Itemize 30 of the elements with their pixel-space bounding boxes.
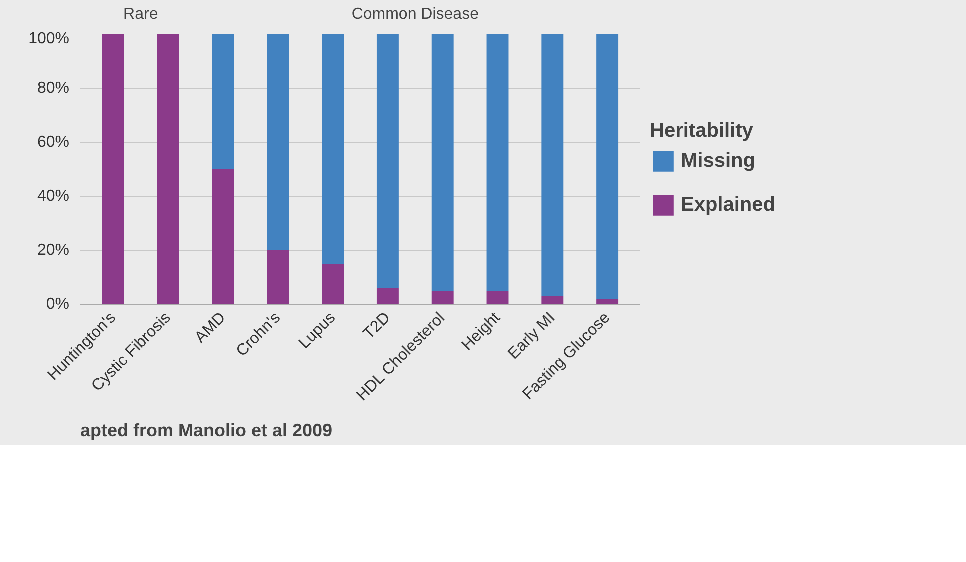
bar — [542, 34, 564, 296]
legend-title: Heritability — [650, 120, 754, 143]
bar — [157, 34, 180, 304]
y-tick-label: 60% — [37, 134, 70, 151]
bar — [322, 264, 344, 304]
y-tick-label: 20% — [37, 242, 70, 259]
bar — [486, 34, 509, 291]
legend-label: Missing — [681, 150, 756, 172]
bar — [212, 34, 234, 170]
bar — [212, 170, 234, 304]
bar — [596, 34, 619, 300]
bar — [432, 34, 454, 291]
bar — [376, 288, 399, 304]
bar — [596, 299, 619, 304]
bar — [267, 250, 290, 304]
text: Common Disease — [352, 6, 480, 23]
bar — [432, 291, 454, 304]
bar — [486, 291, 509, 304]
y-tick-label: 80% — [37, 80, 70, 97]
bar — [542, 296, 564, 304]
text: Rare — [124, 6, 158, 23]
bar — [102, 34, 124, 304]
y-tick-label: 0% — [46, 296, 70, 313]
bar — [267, 34, 290, 250]
y-tick-label: 40% — [37, 188, 70, 205]
bar — [322, 34, 344, 264]
text: apted from Manolio et al 2009 — [80, 420, 333, 440]
legend-label: Explained — [681, 194, 776, 216]
y-tick-label: 100% — [28, 30, 70, 48]
bar — [376, 34, 399, 288]
